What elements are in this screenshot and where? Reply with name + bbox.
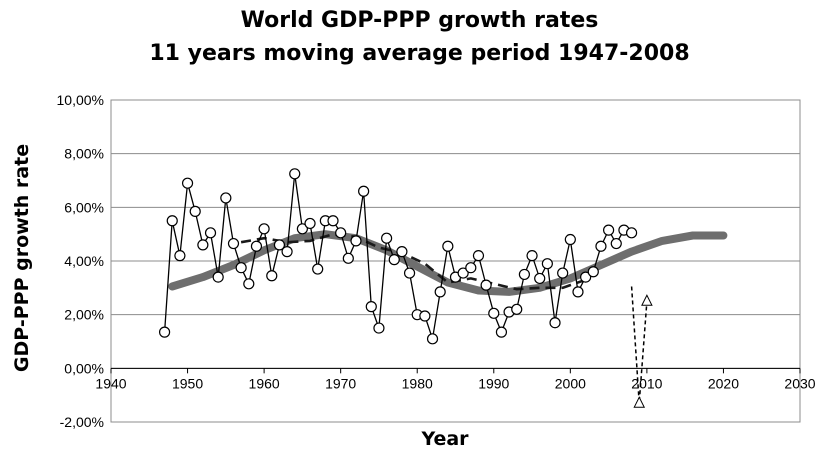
series-annual-point (365, 301, 377, 313)
x-tick-label: 1980 (402, 375, 433, 391)
series-annual-point (312, 263, 324, 275)
series-annual-point (273, 239, 286, 251)
y-tick-label: 4,00% (64, 253, 104, 269)
series-annual-point (212, 271, 224, 283)
series-annual-point (572, 286, 584, 298)
series-moving-average-line (240, 232, 595, 291)
x-tick-label: 1940 (95, 375, 126, 391)
series-annual-point (174, 250, 186, 262)
series-annual-point (304, 217, 316, 230)
series-annual-point (480, 279, 492, 291)
x-tick-label: 2000 (555, 375, 586, 391)
series-annual-point (426, 333, 439, 345)
series-annual-point (587, 266, 599, 278)
series-annual-point (250, 240, 263, 252)
series-annual-point (388, 254, 400, 266)
series-annual-point (419, 310, 431, 322)
series-annual-point (595, 240, 607, 252)
x-tick-label: 1970 (325, 375, 356, 391)
series-annual-point (181, 177, 194, 189)
series-annual-point (166, 215, 178, 227)
x-tick-label: 2030 (784, 375, 815, 391)
series-annual-point (350, 235, 362, 247)
series-forecast-point (633, 396, 646, 408)
series-annual-point (335, 227, 347, 239)
series-annual-point (289, 168, 301, 180)
series-forecast-line (630, 286, 648, 404)
series-annual-point (197, 239, 209, 251)
series-annual-point (358, 185, 370, 197)
series-annual-point (158, 326, 171, 338)
series-annual-point (189, 205, 201, 217)
series-annual-point (442, 240, 454, 252)
series-annual-point (258, 223, 270, 235)
series-annual-point (327, 215, 339, 227)
series-annual-point (495, 326, 508, 338)
series-annual-point (281, 246, 293, 258)
series-annual-point (235, 262, 247, 274)
series-annual-point (296, 223, 308, 235)
chart-subtitle: 11 years moving average period 1947-2008 (149, 41, 690, 66)
series-annual-point (541, 258, 553, 270)
series-annual-point (227, 237, 240, 250)
x-tick-label: 1960 (249, 375, 280, 391)
series-annual-point (342, 252, 354, 264)
series-annual-point (518, 268, 531, 281)
series-annual-point (549, 317, 561, 329)
series-annual-point (457, 267, 469, 279)
series-annual-point (557, 267, 569, 279)
series-annual-point (472, 250, 485, 262)
series-annual-point (526, 250, 538, 262)
series-annual-point (625, 227, 638, 239)
y-tick-label: 10,00% (57, 92, 104, 108)
x-tick-label: 2010 (631, 375, 662, 391)
x-tick-label: 2020 (708, 375, 739, 391)
x-axis-label: Year (421, 428, 469, 450)
series-annual-point (610, 237, 622, 250)
chart-title: World GDP-PPP growth rates (240, 8, 599, 33)
series-trend-line (168, 230, 728, 296)
series-annual-point (488, 307, 500, 319)
series-annual-point (396, 246, 408, 258)
series-annual-point (204, 227, 217, 239)
y-tick-label: 0,00% (64, 360, 104, 376)
series-annual-point (465, 262, 477, 274)
series-annual-point (266, 270, 278, 282)
series-annual-point (434, 286, 446, 298)
series-annual-point (243, 278, 255, 290)
series-annual-point (220, 192, 232, 204)
y-tick-label: -2,00% (60, 414, 104, 430)
series-annual-point (564, 233, 576, 246)
x-tick-label: 1990 (478, 375, 509, 391)
series-annual-point (603, 224, 615, 236)
y-tick-label: 2,00% (64, 307, 104, 323)
series-annual-point (580, 271, 592, 283)
series-forecast-point (641, 294, 653, 306)
series-annual-point (381, 232, 393, 244)
series-annual-point (534, 272, 546, 285)
series-annual-point (373, 322, 385, 334)
y-tick-label: 6,00% (64, 199, 104, 215)
x-tick-label: 1950 (172, 375, 203, 391)
y-tick-label: 8,00% (64, 146, 104, 162)
series-annual-point (403, 267, 416, 279)
series-annual-point (511, 303, 523, 315)
